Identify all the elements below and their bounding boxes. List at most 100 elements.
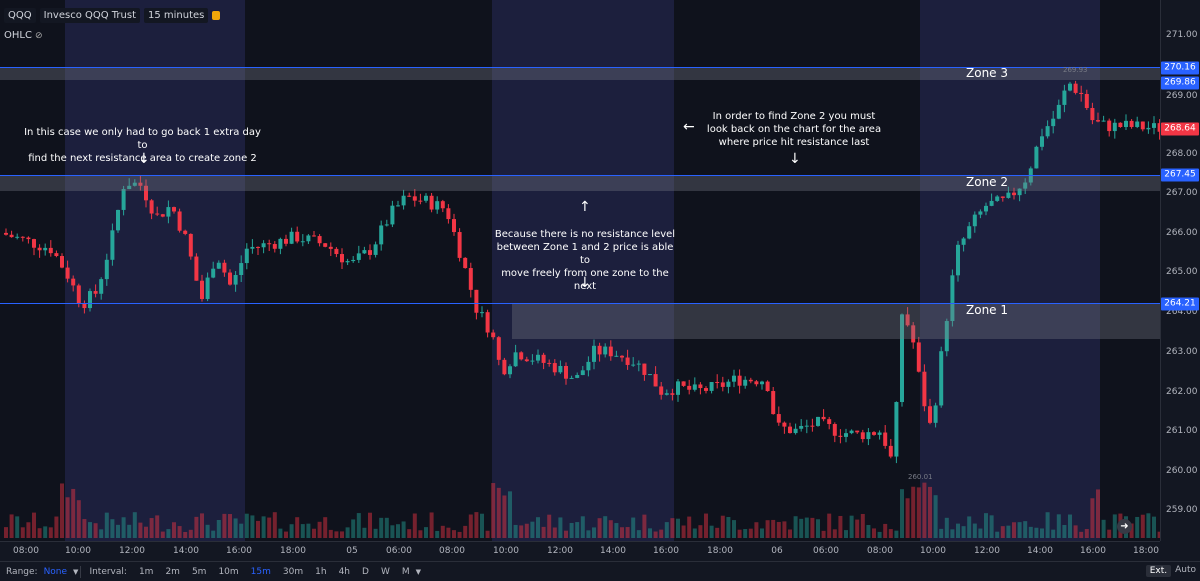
interval-4h[interactable]: 4h — [338, 566, 351, 577]
volume-bar — [726, 516, 731, 538]
ohlc-legend[interactable]: OHLC ⊘ — [4, 30, 43, 41]
interval-w[interactable]: W — [380, 566, 390, 577]
candle-body — [48, 247, 53, 254]
volume-bar — [435, 530, 440, 538]
volume-bar — [32, 512, 36, 538]
time-axis[interactable]: 08:00 10:00 12:00 14:00 16:00 18:00 05 0… — [0, 541, 1160, 562]
volume-bar — [832, 529, 837, 538]
interval-m[interactable]: M — [401, 566, 410, 577]
price-axis[interactable]: 271.00 269.00 268.00 267.00 266.00 265.0… — [1160, 0, 1200, 541]
volume-bar — [9, 514, 14, 538]
candle-body — [810, 425, 815, 427]
candle-body — [894, 402, 899, 457]
candle-body — [345, 261, 350, 263]
volume-bar — [278, 528, 283, 538]
interval-10m[interactable]: 10m — [218, 566, 239, 577]
auto-scale-toggle[interactable]: Auto — [1175, 565, 1196, 575]
zone-2-label: Zone 2 — [966, 175, 1008, 189]
candle-body — [289, 231, 294, 244]
volume-bar — [261, 516, 266, 538]
volume-bar — [771, 519, 776, 538]
volume-bar — [1012, 522, 1016, 538]
volume-bar — [956, 523, 960, 538]
volume-bar — [1140, 514, 1145, 538]
candle-body — [592, 345, 596, 362]
candle-body — [1146, 127, 1151, 130]
candle-body — [1040, 136, 1044, 147]
interval-2m[interactable]: 2m — [165, 566, 180, 577]
price-label: 267.00 — [1166, 188, 1198, 198]
arrow-up-icon: ↑ — [579, 199, 591, 215]
candle-body — [916, 342, 921, 372]
candle-body — [267, 243, 272, 245]
volume-bar — [188, 529, 193, 538]
candle-body — [816, 416, 820, 426]
interval[interactable]: 15 minutes — [144, 8, 209, 23]
price-label: 266.00 — [1166, 228, 1198, 238]
candle-body — [1140, 121, 1145, 130]
interval-15m[interactable]: 15m — [250, 566, 271, 577]
candle-body — [205, 277, 210, 299]
symbol[interactable]: QQQ — [4, 8, 36, 23]
price-label: 262.00 — [1166, 387, 1198, 397]
chart-area[interactable]: Zone 3 Zone 2 Zone 1 In this case we onl… — [0, 0, 1160, 541]
time-label: 05 — [346, 546, 358, 556]
candle-body — [356, 253, 361, 260]
volume-bar — [1090, 498, 1095, 538]
candle-body — [37, 247, 42, 251]
flag-icon[interactable] — [212, 11, 221, 20]
annotation-middle: Because there is no resistance level bet… — [494, 229, 676, 292]
candle-body — [547, 362, 552, 364]
volume-bar — [872, 528, 876, 538]
scroll-to-realtime-button[interactable]: ➜ — [1117, 519, 1132, 534]
volume-bar — [463, 525, 468, 538]
volume-bar — [222, 513, 227, 538]
arrow-left-icon: ← — [683, 119, 695, 135]
volume-bar — [799, 518, 804, 538]
candle-body — [620, 355, 624, 358]
volume-bar — [362, 527, 367, 538]
volume-bar — [4, 527, 8, 538]
ext-hours-toggle[interactable]: Ext. — [1145, 565, 1172, 577]
volume-bar — [849, 515, 854, 538]
volume-bar — [1096, 489, 1100, 538]
volume-bar — [586, 530, 591, 538]
range-dropdown[interactable]: None — [43, 566, 68, 577]
candle-body — [132, 182, 137, 186]
chevron-down-icon[interactable]: ▼ — [415, 567, 422, 576]
candle-body — [429, 195, 434, 210]
candle-body — [1012, 192, 1016, 196]
candle-body — [939, 351, 944, 406]
candle-body — [597, 345, 602, 355]
candle-body — [659, 386, 664, 395]
interval-30m[interactable]: 30m — [282, 566, 304, 577]
candle-body — [407, 195, 412, 197]
interval-d[interactable]: D — [362, 566, 369, 577]
symbol-header[interactable]: QQQ Invesco QQQ Trust 15 minutes — [4, 8, 221, 23]
price-tag-zone3-top: 270.16 — [1161, 61, 1199, 75]
volume-bar — [939, 528, 944, 538]
volume-bar — [26, 522, 31, 538]
interval-5m[interactable]: 5m — [191, 566, 207, 577]
candle-body — [99, 279, 104, 294]
interval-1m[interactable]: 1m — [138, 566, 154, 577]
volume-bar — [569, 522, 574, 538]
candle-body — [664, 393, 669, 395]
candle-body — [760, 381, 764, 385]
eye-hidden-icon[interactable]: ⊘ — [34, 30, 43, 41]
candle-body — [76, 285, 81, 304]
volume-bar — [43, 526, 48, 538]
candle-body — [648, 374, 652, 376]
candle-body — [463, 257, 468, 269]
volume-bar — [424, 527, 428, 538]
interval-1h[interactable]: 1h — [315, 566, 327, 577]
candle-body — [905, 314, 910, 326]
volume-bar — [166, 529, 171, 538]
volume-bar — [580, 516, 585, 538]
volume-bar — [614, 523, 619, 538]
time-label: 14:00 — [600, 546, 626, 556]
candle-body — [855, 430, 860, 433]
volume-bar — [743, 529, 748, 538]
chevron-down-icon[interactable]: ▼ — [73, 567, 79, 576]
volume-bar — [670, 518, 675, 538]
